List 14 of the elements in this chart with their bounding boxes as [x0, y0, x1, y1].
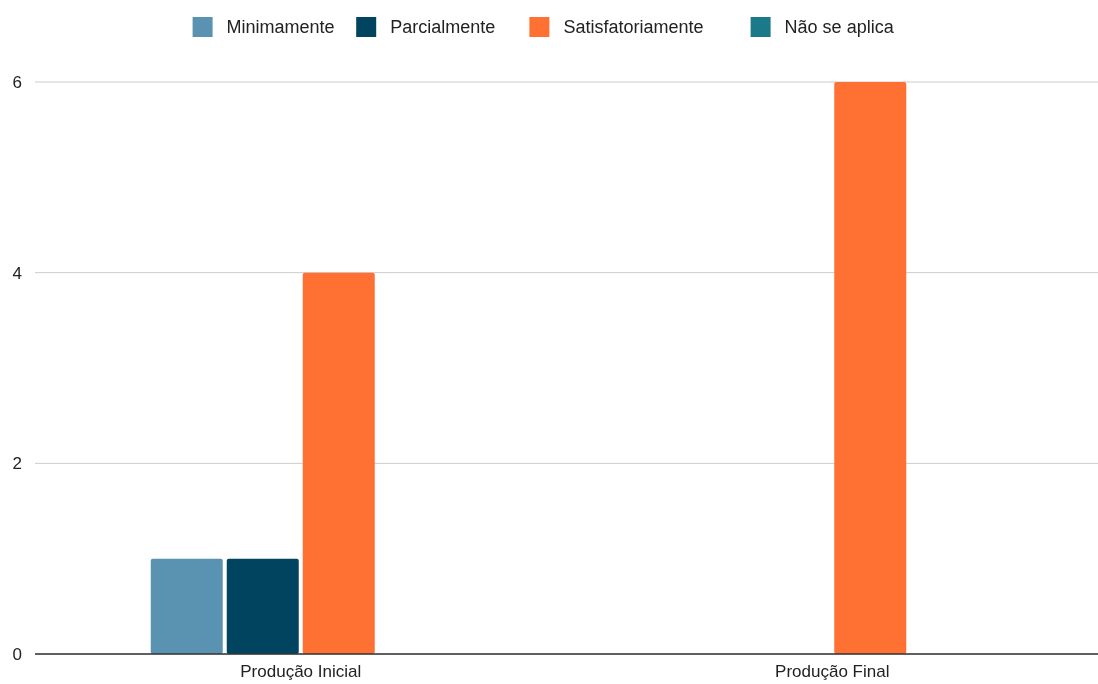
y-tick-label: 0: [12, 644, 22, 664]
x-tick-label: Produção Inicial: [240, 662, 362, 681]
y-tick-label: 2: [12, 454, 22, 474]
bar: [302, 272, 375, 654]
legend-label: Não se aplica: [784, 17, 895, 38]
bar: [150, 558, 223, 654]
bar: [226, 558, 299, 654]
y-tick-label: 4: [12, 263, 22, 283]
bar: [834, 82, 907, 654]
legend-label: Minimamente: [226, 17, 335, 38]
x-tick-label: Produção Final: [775, 662, 890, 681]
legend-label: Parcialmente: [390, 17, 496, 38]
y-tick-label: 6: [12, 72, 22, 92]
legend-label: Satisfatoriamente: [563, 17, 704, 38]
